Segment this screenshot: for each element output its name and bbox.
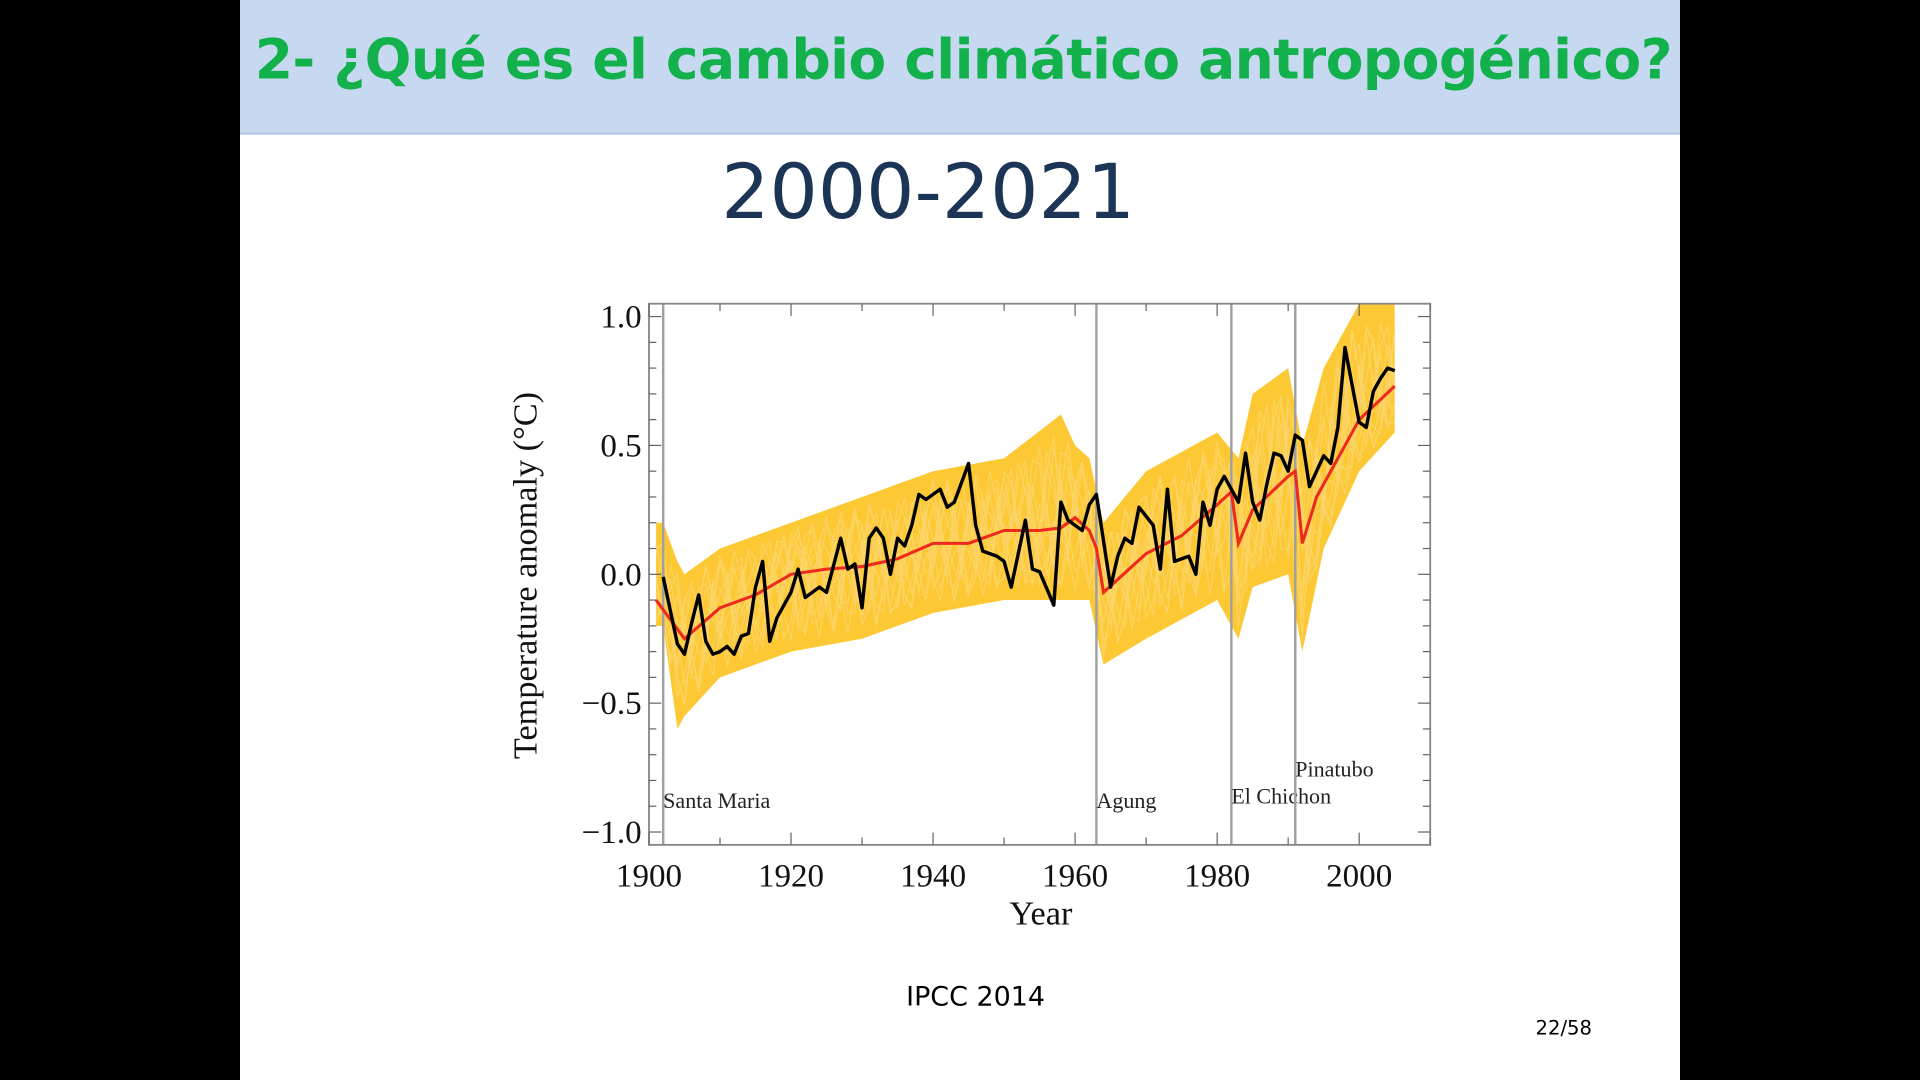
y-tick-label: −0.5 (582, 686, 642, 722)
volcano-label: Santa Maria (663, 788, 770, 813)
model-mean-line (654, 385, 1396, 641)
x-tick-label: 1980 (1184, 859, 1250, 895)
model-run-line (655, 330, 1396, 665)
y-tick-label: −1.0 (582, 815, 642, 851)
model-run-line (655, 323, 1396, 676)
y-tick-label: 0.5 (600, 428, 641, 464)
y-tick-label: 0.0 (600, 557, 641, 593)
page-number: 22/58 (1535, 1016, 1592, 1040)
y-tick-label: 1.0 (600, 300, 641, 336)
observations-line (661, 345, 1396, 656)
source-caption: IPCC 2014 (906, 982, 1046, 1013)
x-tick-label: 1920 (758, 859, 824, 895)
x-tick-label: 1900 (616, 859, 682, 895)
x-tick-label: 1940 (900, 859, 966, 895)
model-run-line (655, 328, 1395, 704)
x-tick-label: 2000 (1326, 859, 1392, 895)
volcano-label: Agung (1096, 788, 1156, 813)
x-tick-label: 1960 (1042, 859, 1108, 895)
volcano-label: El Chichon (1231, 783, 1331, 808)
presentation-slide: 2- ¿Qué es el cambio climático antropogé… (240, 0, 1681, 1080)
volcano-label: Pinatubo (1295, 756, 1373, 781)
slide-title: 2- ¿Qué es el cambio climático antropogé… (254, 26, 1673, 92)
y-axis-title: Temperature anomaly (°C) (506, 392, 544, 759)
slide-subtitle: 2000-2021 (721, 146, 1136, 237)
slide-header: 2- ¿Qué es el cambio climático antropogé… (240, 0, 1681, 135)
model-run-line (655, 324, 1396, 693)
x-axis-title: Year (1009, 894, 1073, 932)
model-run-line (655, 333, 1395, 706)
model-run-line (655, 364, 1396, 661)
